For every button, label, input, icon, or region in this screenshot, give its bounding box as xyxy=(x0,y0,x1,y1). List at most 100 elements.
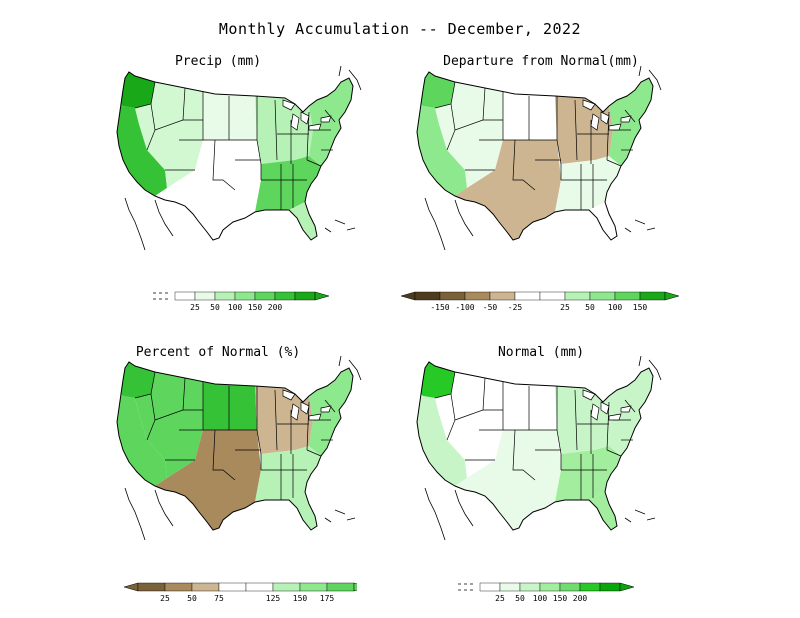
lake xyxy=(300,111,310,125)
cbar-segment xyxy=(164,582,193,592)
cbar-tick-label: 50 xyxy=(515,594,525,603)
lake xyxy=(300,401,310,415)
state-boundary xyxy=(606,111,610,161)
cbar-segment xyxy=(326,582,355,592)
mexico-coast xyxy=(454,199,474,237)
mexico-coast xyxy=(154,489,174,527)
cbar-segment xyxy=(245,582,274,592)
cbar-tick-label: -100 xyxy=(455,303,474,312)
baja-coast xyxy=(124,197,146,251)
cbar-segment xyxy=(489,291,516,301)
normal-map xyxy=(416,355,662,541)
lake xyxy=(308,413,322,421)
state-boundary xyxy=(306,159,322,167)
region-florida xyxy=(289,202,317,240)
cbar-segment xyxy=(191,582,220,592)
cbar-segment xyxy=(539,582,561,592)
region-pacific_nw xyxy=(421,362,455,398)
cbar-tick-label: 100 xyxy=(608,303,623,312)
lake xyxy=(320,405,332,413)
region-south_plains xyxy=(155,140,261,240)
region-south_plains xyxy=(155,430,261,530)
lake xyxy=(320,115,332,123)
state-boundary xyxy=(212,139,236,191)
canada-coast xyxy=(338,65,362,91)
main-title: Monthly Accumulation -- December, 2022 xyxy=(218,20,582,38)
percent-map-group xyxy=(116,355,362,541)
region-southeast xyxy=(555,156,621,212)
state-boundary xyxy=(574,389,578,451)
lake xyxy=(290,113,300,131)
departure-map xyxy=(416,65,662,251)
cbar-tick-label: 25 xyxy=(495,594,505,603)
lake xyxy=(620,115,632,123)
cbar-tick-label: 150 xyxy=(248,303,263,312)
us-outline xyxy=(416,71,654,241)
us-outline xyxy=(416,361,654,531)
cbar-segment xyxy=(614,291,641,301)
lake xyxy=(308,123,322,131)
lake xyxy=(282,99,296,111)
mexico-coast xyxy=(154,199,174,237)
cbar-tick-label: 125 xyxy=(266,594,281,603)
cbar-tick-label: 200 xyxy=(573,594,588,603)
normal-map-group xyxy=(416,355,662,541)
region-california xyxy=(117,394,167,486)
cbar-left-triangle xyxy=(123,582,139,592)
caribbean-islands xyxy=(624,219,656,233)
panel-title-precip: Precip (mm) xyxy=(174,54,262,69)
cbar-tick-label: 25 xyxy=(560,303,570,312)
canada-coast xyxy=(338,355,362,381)
cbar-segment xyxy=(137,582,166,592)
region-north_plains xyxy=(203,92,257,140)
caribbean-islands xyxy=(324,509,356,523)
cbar-segment xyxy=(218,582,247,592)
cbar-segment xyxy=(639,291,666,301)
region-north_plains xyxy=(503,92,557,140)
lake xyxy=(608,123,622,131)
region-northeast xyxy=(609,368,653,456)
lake xyxy=(608,413,622,421)
us-outline xyxy=(116,71,354,241)
region-midwest xyxy=(555,386,613,454)
cbar-right-triangle xyxy=(664,291,680,301)
cbar-tick-label: -50 xyxy=(483,303,498,312)
region-southeast xyxy=(255,446,321,502)
cbar-segment xyxy=(589,291,616,301)
region-florida xyxy=(589,202,617,240)
percent-map xyxy=(116,355,362,541)
region-florida xyxy=(289,492,317,530)
cbar-tick-label: 50 xyxy=(585,303,595,312)
panel-title-normal: Normal (mm) xyxy=(497,345,585,360)
normal-colorbar: 25 50 100 150 200 xyxy=(458,582,635,603)
cbar-segment xyxy=(479,582,501,592)
region-midwest xyxy=(255,96,313,164)
baja-coast xyxy=(424,487,446,541)
cbar-right-triangle xyxy=(314,291,330,301)
cbar-right-triangle xyxy=(353,582,357,592)
cbar-tick-label: -25 xyxy=(508,303,523,312)
cbar-segment xyxy=(272,582,301,592)
region-north_plains xyxy=(203,382,257,430)
baja-coast xyxy=(424,197,446,251)
state-boundary xyxy=(606,401,610,451)
cbar-tick-label: 50 xyxy=(210,303,220,312)
cbar-segment xyxy=(499,582,521,592)
lake xyxy=(590,113,600,131)
lake xyxy=(290,403,300,421)
region-pacific_nw xyxy=(121,362,155,398)
state-boundary xyxy=(306,449,322,457)
cbar-tick-label: -150 xyxy=(430,303,449,312)
region-pacific_nw xyxy=(421,72,455,108)
panel-title-percent: Percent of Normal (%) xyxy=(135,345,301,360)
cbar-tick-label: 175 xyxy=(320,594,335,603)
precip-map-group xyxy=(116,65,362,251)
cbar-segment xyxy=(464,291,491,301)
percent-colorbar: 25 50 75 125 150 175 xyxy=(123,582,357,603)
baja-coast xyxy=(124,487,146,541)
lake xyxy=(600,401,610,415)
cbar-segment xyxy=(599,582,621,592)
region-california xyxy=(417,394,467,486)
region-florida xyxy=(589,492,617,530)
region-northeast xyxy=(309,78,353,166)
